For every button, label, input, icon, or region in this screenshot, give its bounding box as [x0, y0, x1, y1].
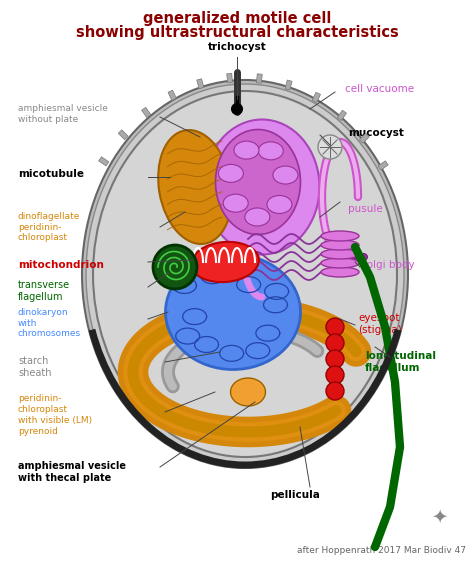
Bar — [142, 107, 151, 117]
Ellipse shape — [258, 142, 283, 160]
Ellipse shape — [234, 141, 259, 159]
Text: ✦: ✦ — [431, 507, 447, 527]
Circle shape — [326, 382, 344, 400]
Ellipse shape — [273, 166, 298, 184]
Text: peridinin-
chloroplast
with visible (LM)
pyrenoid: peridinin- chloroplast with visible (LM)… — [18, 395, 92, 435]
Ellipse shape — [191, 242, 259, 282]
Circle shape — [318, 135, 342, 159]
Circle shape — [337, 253, 344, 260]
Circle shape — [343, 253, 349, 260]
Text: cell vacuome: cell vacuome — [345, 84, 414, 94]
Ellipse shape — [165, 255, 301, 370]
Ellipse shape — [321, 267, 359, 277]
Ellipse shape — [216, 129, 301, 235]
Text: starch
sheath: starch sheath — [18, 356, 52, 378]
Ellipse shape — [93, 91, 397, 457]
Circle shape — [326, 350, 344, 368]
Bar — [118, 130, 128, 139]
Circle shape — [232, 104, 242, 114]
Ellipse shape — [321, 231, 359, 241]
Ellipse shape — [219, 164, 243, 183]
Ellipse shape — [158, 130, 232, 244]
Ellipse shape — [223, 194, 248, 212]
Bar — [168, 90, 176, 100]
Text: dinokaryon
with
chromosomes: dinokaryon with chromosomes — [18, 308, 81, 338]
Text: golgi body: golgi body — [360, 260, 415, 270]
Circle shape — [348, 253, 356, 260]
Text: showing ultrastructural characteristics: showing ultrastructural characteristics — [76, 26, 398, 40]
Circle shape — [326, 318, 344, 336]
Ellipse shape — [204, 120, 319, 255]
Ellipse shape — [321, 240, 359, 250]
Text: amphiesmal vesicle
without plate: amphiesmal vesicle without plate — [18, 104, 108, 124]
Circle shape — [153, 245, 197, 289]
Text: transverse
flagellum: transverse flagellum — [18, 280, 70, 302]
Circle shape — [355, 253, 362, 260]
Bar — [227, 73, 233, 83]
Ellipse shape — [321, 258, 359, 268]
Text: pellicula: pellicula — [270, 490, 320, 500]
Ellipse shape — [321, 249, 359, 259]
Ellipse shape — [82, 80, 408, 468]
Text: longitudinal
flagellum: longitudinal flagellum — [365, 351, 436, 373]
Bar — [337, 110, 346, 121]
Bar — [312, 92, 320, 103]
Text: dinoflagellate
peridinin-
chloroplast: dinoflagellate peridinin- chloroplast — [18, 211, 81, 242]
Text: eyespot
(stigma): eyespot (stigma) — [358, 313, 402, 335]
Circle shape — [361, 253, 367, 260]
Text: mucocyst: mucocyst — [348, 128, 404, 138]
Bar — [99, 156, 109, 166]
Text: trichocyst: trichocyst — [208, 42, 266, 52]
Bar — [197, 79, 204, 88]
Text: mitochondrion: mitochondrion — [18, 260, 104, 270]
Text: after Hoppenrath 2017 Mar Biodiv 47: after Hoppenrath 2017 Mar Biodiv 47 — [297, 546, 466, 555]
Ellipse shape — [86, 84, 404, 464]
Ellipse shape — [245, 208, 270, 226]
Circle shape — [326, 366, 344, 384]
Bar — [359, 133, 369, 143]
Ellipse shape — [267, 196, 292, 214]
Ellipse shape — [230, 378, 265, 406]
Circle shape — [326, 334, 344, 352]
Text: generalized motile cell: generalized motile cell — [143, 11, 331, 26]
Bar — [378, 161, 388, 170]
Text: amphiesmal vesicle
with thecal plate: amphiesmal vesicle with thecal plate — [18, 461, 126, 483]
Bar — [285, 80, 292, 90]
Bar — [256, 74, 262, 83]
Text: micotubule: micotubule — [18, 169, 84, 179]
Text: pusule: pusule — [348, 204, 383, 214]
